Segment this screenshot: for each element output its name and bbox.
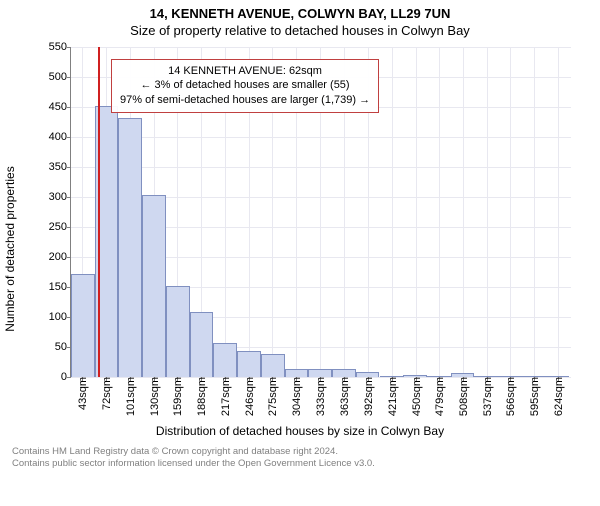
y-tick-mark — [67, 227, 71, 228]
y-tick-mark — [67, 107, 71, 108]
histogram-bar — [308, 369, 332, 377]
histogram-bar — [190, 312, 214, 377]
footer-line-1: Contains HM Land Registry data © Crown c… — [12, 446, 588, 458]
histogram-bar — [546, 376, 570, 377]
chart-container: Number of detached properties 0501001502… — [20, 42, 580, 442]
info-line-1: 14 KENNETH AVENUE: 62sqm — [120, 64, 370, 79]
x-tick-label: 363sqm — [337, 377, 351, 416]
y-tick-mark — [67, 257, 71, 258]
x-tick-label: 188sqm — [194, 377, 208, 416]
gridline-h — [71, 47, 571, 48]
y-tick-mark — [67, 77, 71, 78]
histogram-bar — [522, 376, 546, 377]
gridline-v — [439, 47, 440, 377]
x-tick-label: 217sqm — [218, 377, 232, 416]
histogram-bar — [118, 118, 142, 377]
histogram-bar — [427, 376, 451, 377]
info-line-3: 97% of semi-detached houses are larger (… — [120, 93, 370, 108]
x-tick-label: 508sqm — [456, 377, 470, 416]
x-tick-label: 624sqm — [551, 377, 565, 416]
x-axis-label: Distribution of detached houses by size … — [20, 424, 580, 438]
histogram-bar — [261, 354, 285, 377]
x-tick-label: 333sqm — [313, 377, 327, 416]
histogram-bar — [474, 376, 498, 377]
y-tick-mark — [67, 137, 71, 138]
histogram-bar — [71, 274, 95, 377]
y-tick-mark — [67, 47, 71, 48]
histogram-bar — [403, 375, 427, 377]
gridline-v — [416, 47, 417, 377]
title-main: 14, KENNETH AVENUE, COLWYN BAY, LL29 7UN — [0, 6, 600, 21]
y-tick-mark — [67, 197, 71, 198]
x-tick-label: 130sqm — [147, 377, 161, 416]
info-box: 14 KENNETH AVENUE: 62sqm ← 3% of detache… — [111, 59, 379, 114]
x-tick-label: 595sqm — [527, 377, 541, 416]
gridline-v — [463, 47, 464, 377]
histogram-bar — [356, 372, 380, 377]
histogram-bar — [285, 369, 309, 377]
plot-area: 05010015020025030035040045050055043sqm72… — [70, 47, 571, 378]
footer-line-2: Contains public sector information licen… — [12, 458, 588, 470]
gridline-v — [392, 47, 393, 377]
x-tick-label: 450sqm — [409, 377, 423, 416]
x-tick-label: 392sqm — [361, 377, 375, 416]
x-tick-label: 304sqm — [289, 377, 303, 416]
gridline-h — [71, 167, 571, 168]
marker-line — [98, 47, 100, 377]
gridline-v — [487, 47, 488, 377]
x-tick-label: 246sqm — [242, 377, 256, 416]
histogram-bar — [166, 286, 190, 377]
y-tick-mark — [67, 167, 71, 168]
x-tick-label: 537sqm — [480, 377, 494, 416]
gridline-v — [534, 47, 535, 377]
x-tick-label: 101sqm — [123, 377, 137, 416]
histogram-bar — [213, 343, 237, 377]
x-tick-label: 43sqm — [75, 377, 89, 410]
title-sub: Size of property relative to detached ho… — [0, 23, 600, 38]
histogram-bar — [332, 369, 356, 377]
x-tick-label: 421sqm — [385, 377, 399, 416]
footer: Contains HM Land Registry data © Crown c… — [0, 442, 600, 471]
histogram-bar — [451, 373, 475, 377]
y-axis-label: Number of detached properties — [3, 166, 17, 331]
y-tick-mark — [67, 377, 71, 378]
histogram-bar — [380, 376, 404, 377]
histogram-bar — [498, 376, 522, 377]
x-tick-label: 566sqm — [503, 377, 517, 416]
gridline-v — [510, 47, 511, 377]
histogram-bar — [142, 195, 166, 377]
gridline-v — [558, 47, 559, 377]
x-tick-label: 72sqm — [99, 377, 113, 410]
gridline-h — [71, 137, 571, 138]
info-line-2: ← 3% of detached houses are smaller (55) — [120, 78, 370, 93]
histogram-bar — [237, 351, 261, 377]
x-tick-label: 275sqm — [265, 377, 279, 416]
x-tick-label: 479sqm — [432, 377, 446, 416]
x-tick-label: 159sqm — [170, 377, 184, 416]
